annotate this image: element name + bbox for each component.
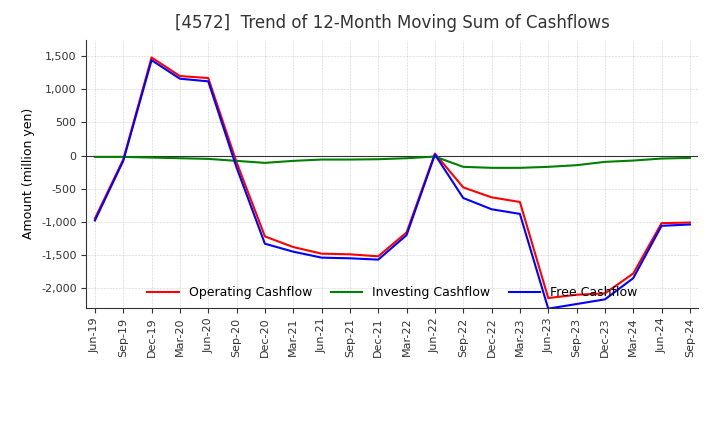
Operating Cashflow	[119, 157, 127, 162]
Operating Cashflow	[374, 254, 382, 259]
Free Cashflow	[600, 297, 609, 302]
Investing Cashflow	[148, 155, 156, 160]
Free Cashflow	[516, 211, 524, 216]
Free Cashflow	[176, 76, 184, 81]
Free Cashflow	[431, 152, 439, 157]
Free Cashflow	[374, 257, 382, 262]
Operating Cashflow	[261, 234, 269, 239]
Operating Cashflow	[572, 292, 581, 297]
Investing Cashflow	[544, 164, 552, 169]
Free Cashflow	[402, 232, 411, 238]
Operating Cashflow	[685, 220, 694, 225]
Investing Cashflow	[261, 160, 269, 165]
Investing Cashflow	[402, 156, 411, 161]
Investing Cashflow	[600, 159, 609, 165]
Operating Cashflow	[629, 271, 637, 276]
Operating Cashflow	[346, 252, 354, 257]
Free Cashflow	[346, 256, 354, 261]
Free Cashflow	[459, 195, 467, 201]
Investing Cashflow	[459, 164, 467, 169]
Free Cashflow	[572, 301, 581, 307]
Operating Cashflow	[91, 216, 99, 221]
Free Cashflow	[318, 255, 326, 260]
Investing Cashflow	[487, 165, 496, 170]
Investing Cashflow	[176, 156, 184, 161]
Free Cashflow	[629, 275, 637, 281]
Free Cashflow	[685, 222, 694, 227]
Operating Cashflow	[204, 75, 212, 81]
Free Cashflow	[119, 158, 127, 164]
Investing Cashflow	[204, 156, 212, 161]
Operating Cashflow	[233, 160, 241, 165]
Free Cashflow	[487, 207, 496, 212]
Line: Free Cashflow: Free Cashflow	[95, 60, 690, 309]
Operating Cashflow	[487, 194, 496, 200]
Investing Cashflow	[431, 154, 439, 159]
Investing Cashflow	[629, 158, 637, 163]
Operating Cashflow	[176, 73, 184, 79]
Title: [4572]  Trend of 12-Month Moving Sum of Cashflows: [4572] Trend of 12-Month Moving Sum of C…	[175, 15, 610, 33]
Free Cashflow	[148, 58, 156, 63]
Investing Cashflow	[374, 157, 382, 162]
Operating Cashflow	[318, 251, 326, 256]
Free Cashflow	[204, 79, 212, 84]
Free Cashflow	[544, 306, 552, 312]
Y-axis label: Amount (million yen): Amount (million yen)	[22, 108, 35, 239]
Operating Cashflow	[402, 230, 411, 235]
Line: Operating Cashflow: Operating Cashflow	[95, 58, 690, 298]
Operating Cashflow	[459, 185, 467, 190]
Free Cashflow	[233, 165, 241, 170]
Free Cashflow	[91, 218, 99, 223]
Operating Cashflow	[431, 151, 439, 156]
Investing Cashflow	[657, 156, 666, 161]
Investing Cashflow	[91, 154, 99, 160]
Legend: Operating Cashflow, Investing Cashflow, Free Cashflow: Operating Cashflow, Investing Cashflow, …	[143, 282, 642, 304]
Free Cashflow	[289, 249, 297, 254]
Operating Cashflow	[544, 295, 552, 301]
Investing Cashflow	[233, 158, 241, 164]
Free Cashflow	[261, 241, 269, 246]
Investing Cashflow	[289, 158, 297, 164]
Investing Cashflow	[685, 155, 694, 161]
Operating Cashflow	[600, 291, 609, 296]
Investing Cashflow	[318, 157, 326, 162]
Free Cashflow	[657, 223, 666, 228]
Investing Cashflow	[119, 154, 127, 160]
Operating Cashflow	[148, 55, 156, 60]
Operating Cashflow	[289, 244, 297, 249]
Investing Cashflow	[572, 162, 581, 168]
Investing Cashflow	[516, 165, 524, 170]
Operating Cashflow	[516, 199, 524, 205]
Investing Cashflow	[346, 157, 354, 162]
Line: Investing Cashflow: Investing Cashflow	[95, 157, 690, 168]
Operating Cashflow	[657, 220, 666, 226]
